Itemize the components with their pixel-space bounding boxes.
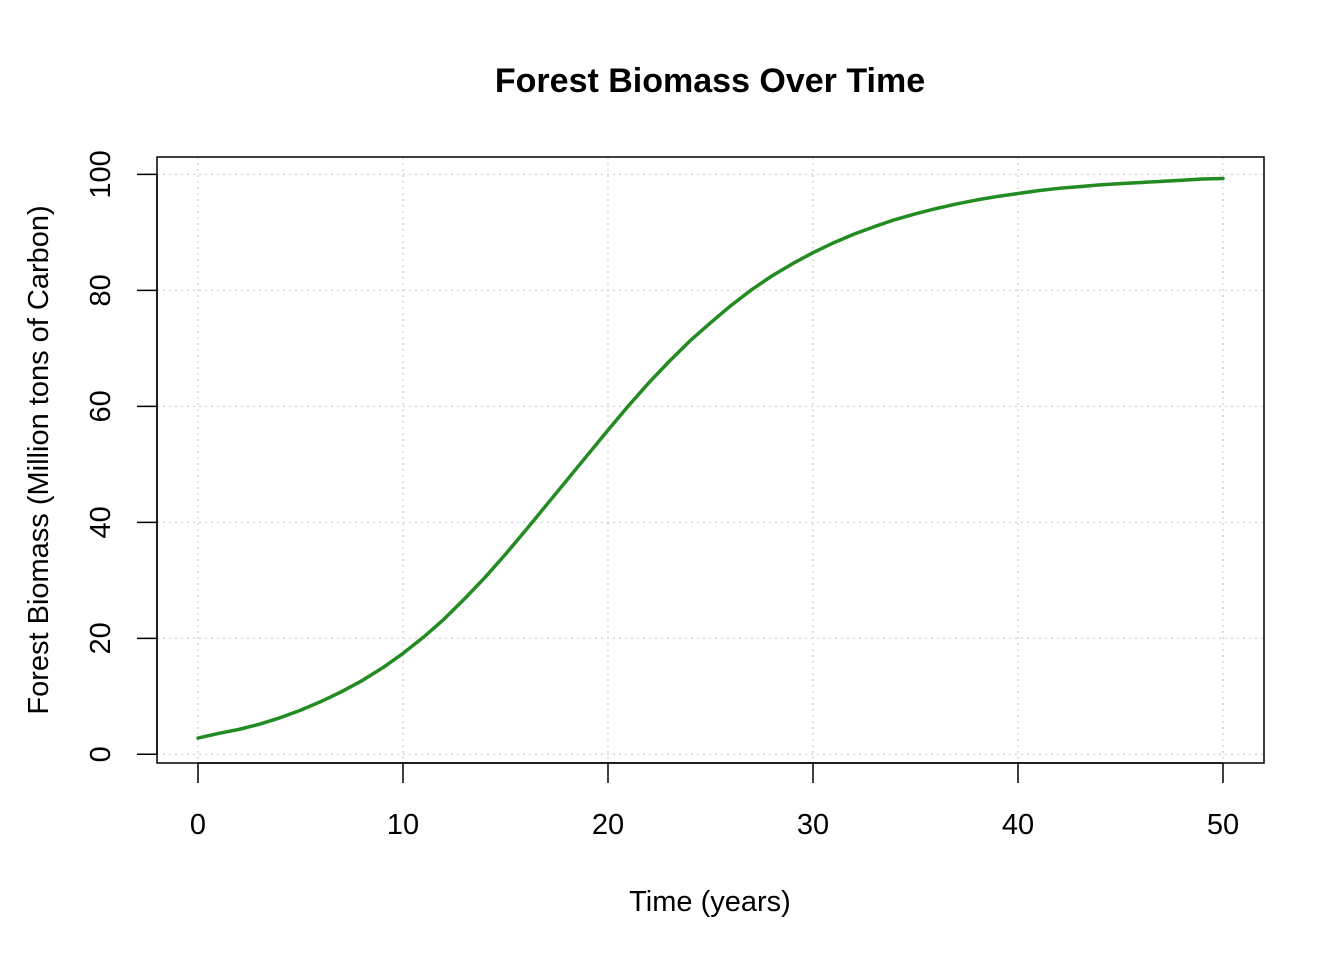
x-tick-label: 40 [1002, 809, 1034, 841]
x-axis-label: Time (years) [629, 886, 791, 918]
series-line [196, 176, 1225, 740]
y-tick-label: 40 [85, 506, 117, 538]
chart-title: Forest Biomass Over Time [495, 62, 925, 100]
x-tick-label: 20 [592, 809, 624, 841]
x-tick-label: 50 [1207, 809, 1239, 841]
y-tick-label: 60 [85, 390, 117, 422]
y-tick-label: 0 [85, 746, 117, 762]
axis-layer: 0 10 20 30 40 50 0 20 40 60 80 100 [85, 150, 1239, 841]
x-tick-label: 10 [387, 809, 419, 841]
grid-layer [157, 157, 1264, 763]
y-axis-label: Forest Biomass (Million tons of Carbon) [23, 205, 55, 714]
x-tick-label: 30 [797, 809, 829, 841]
y-tick-label: 80 [85, 274, 117, 306]
y-tick-label: 20 [85, 622, 117, 654]
y-tick-label: 100 [85, 150, 117, 198]
x-tick-label: 0 [190, 809, 206, 841]
plot-frame [156, 156, 1265, 764]
series-layer [196, 176, 1225, 740]
